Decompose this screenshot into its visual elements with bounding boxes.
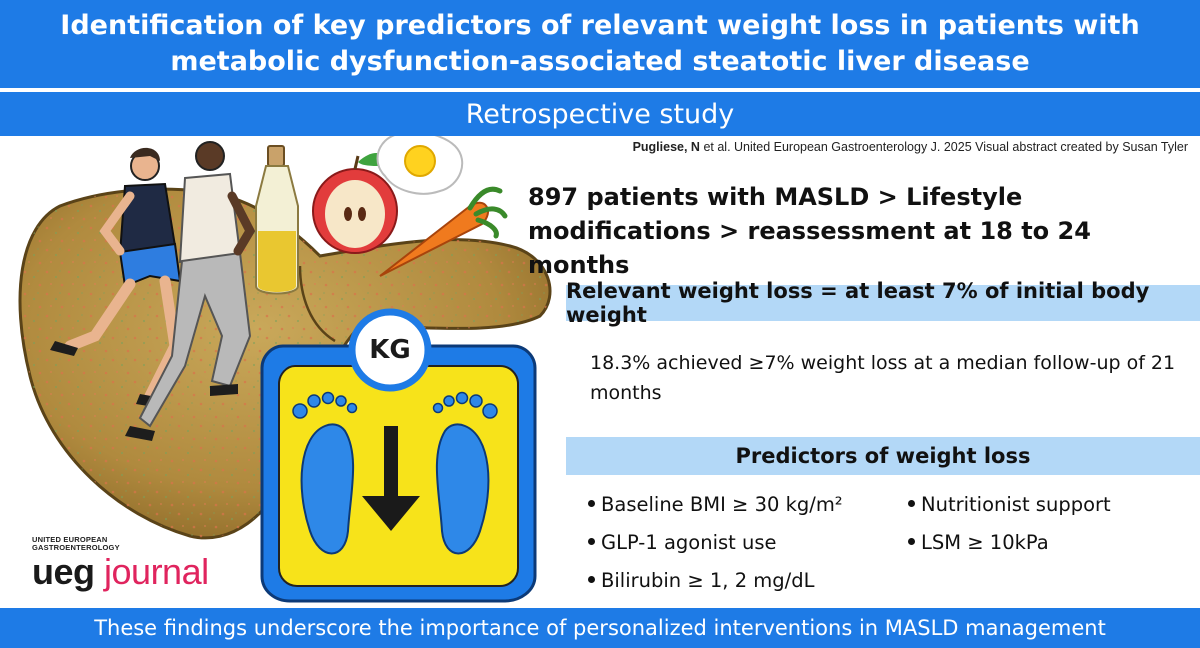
liver-fissure	[298, 265, 336, 343]
title-divider	[0, 88, 1200, 92]
predictor-text: GLP-1 agonist use	[601, 531, 777, 554]
bullet-icon	[908, 500, 915, 507]
result-text: 18.3% achieved ≥7% weight loss at a medi…	[590, 352, 1176, 404]
weighing-scale-icon	[260, 308, 537, 603]
down-arrow-icon	[384, 426, 398, 506]
predictor-item: Baseline BMI ≥ 30 kg/m²	[588, 492, 843, 518]
predictors-title: Predictors of weight loss	[735, 444, 1031, 468]
study-headline: 897 patients with MASLD > Lifestyle modi…	[528, 183, 1091, 279]
title-line-2: metabolic dysfunction-associated steatot…	[170, 46, 1030, 77]
conclusion-text: These findings underscore the importance…	[94, 616, 1106, 640]
page-title: Identification of key predictors of rele…	[60, 8, 1139, 80]
predictor-item: Nutritionist support	[908, 492, 1111, 518]
title-line-1: Identification of key predictors of rele…	[60, 10, 1140, 41]
runner2-top	[178, 172, 242, 264]
bullet-icon	[908, 538, 915, 545]
citation: Pugliese, N et al. United European Gastr…	[633, 140, 1188, 154]
oil-bottle-icon	[255, 145, 299, 295]
predictor-text: Baseline BMI ≥ 30 kg/m²	[601, 493, 843, 516]
predictor-item: LSM ≥ 10kPa	[908, 530, 1049, 556]
logo-journal: journal	[104, 551, 209, 592]
predictors-list: Baseline BMI ≥ 30 kg/m² GLP-1 agonist us…	[588, 488, 1188, 598]
runner1-shoe-back	[50, 341, 78, 356]
runners-illustration	[50, 141, 256, 441]
runner2-shoe-front	[210, 384, 238, 396]
carrot-icon	[379, 186, 508, 277]
predictor-text: Bilirubin ≥ 1, 2 mg/dL	[601, 569, 815, 592]
left-foot-icon	[300, 423, 355, 555]
predictor-item: GLP-1 agonist use	[588, 530, 777, 556]
bullet-icon	[588, 576, 595, 583]
logo-line-1: UNITED EUROPEAN	[32, 535, 108, 544]
citation-rest: et al. United European Gastroenterology …	[699, 140, 1188, 154]
apple-icon	[312, 153, 398, 254]
runner1-arm	[99, 191, 135, 256]
logo-ueg: ueg	[32, 551, 95, 592]
citation-author: Pugliese, N	[632, 140, 700, 154]
runner1-hair	[130, 147, 160, 161]
bullet-icon	[588, 538, 595, 545]
definition-band: Relevant weight loss = at least 7% of in…	[566, 279, 1200, 327]
predictor-item: Bilirubin ≥ 1, 2 mg/dL	[588, 568, 815, 594]
runner1-leg-back	[64, 278, 136, 352]
ueg-journal-logo: UNITED EUROPEAN GASTROENTEROLOGY ueg jou…	[32, 536, 209, 592]
runner2-head	[195, 141, 225, 171]
logo-wordmark: ueg journal	[32, 552, 209, 592]
right-foot-icon	[435, 423, 490, 555]
illustration	[18, 136, 552, 603]
logo-line-2: GASTROENTEROLOGY	[32, 543, 120, 552]
study-type: Retrospective study	[465, 98, 735, 130]
predictor-text: LSM ≥ 10kPa	[921, 531, 1049, 554]
title-banner: Identification of key predictors of rele…	[0, 0, 1200, 88]
bullet-icon	[588, 500, 595, 507]
scale-kg-label: KG	[369, 335, 411, 365]
predictor-text: Nutritionist support	[921, 493, 1111, 516]
runner2-shoe-back	[125, 426, 155, 441]
subtitle-banner: Retrospective study	[0, 92, 1200, 136]
runner2-pants	[138, 251, 252, 428]
runner2-arm	[227, 191, 256, 256]
definition-text: Relevant weight loss = at least 7% of in…	[566, 279, 1150, 327]
footer-banner: These findings underscore the importance…	[0, 608, 1200, 648]
predictors-band: Predictors of weight loss	[566, 437, 1200, 475]
fried-egg-icon	[376, 136, 464, 195]
